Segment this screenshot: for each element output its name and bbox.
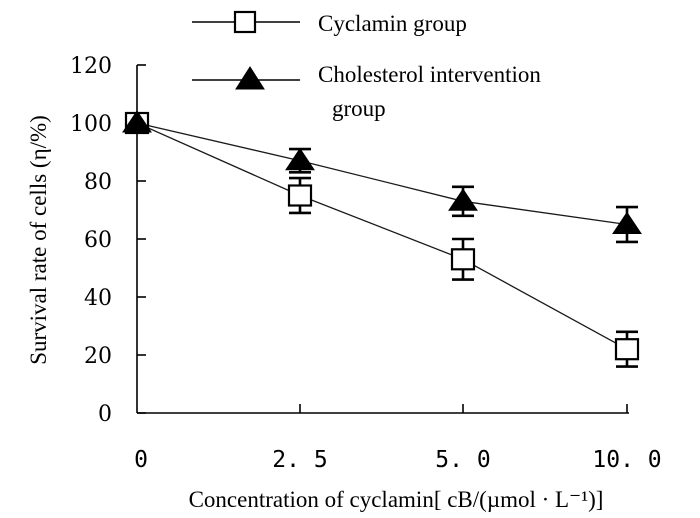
data-point-square [450,248,476,271]
x-axis-title: Concentration of cyclamin[ cB/(µmol · L⁻… [189,487,604,512]
x-tick-label: 5. 0 [435,447,490,473]
y-tick-label: 60 [84,228,112,253]
legend-label-cholesterol-line2: group [332,96,386,121]
data-point-triangle [612,211,642,234]
data-point-square [287,184,313,207]
y-tick-label: 20 [84,344,112,369]
y-tick-label: 80 [84,170,112,195]
data-point-square [614,338,640,361]
legend-label-cyclamin: Cyclamin group [318,11,467,36]
legend-triangle-marker [235,66,265,90]
data-point-triangle [122,110,152,133]
legend: Cyclamin group Cholesterol intervention … [192,10,541,121]
x-ticks: 0 2. 5 5. 0 10. 0 [134,404,662,473]
x-tick-label: 0 [134,447,148,473]
y-tick-label: 0 [98,402,112,427]
series-line-triangle [136,122,628,226]
y-tick-label: 120 [70,54,112,79]
y-tick-label: 100 [70,112,112,137]
y-axis-title: Survival rate of cells (η/%) [26,115,51,365]
x-tick-label: 10. 0 [592,447,661,473]
x-tick-label: 2. 5 [272,447,327,473]
legend-label-cholesterol-line1: Cholesterol intervention [318,62,541,87]
data-point-triangle [448,188,478,211]
data-point-triangle [285,147,315,171]
legend-square-marker [233,10,257,34]
y-ticks: 0 20 40 60 80 100 120 [70,54,146,427]
series-lines [136,122,628,350]
y-tick-label: 40 [84,286,112,311]
markers [122,110,642,361]
series-line-square [136,122,628,350]
